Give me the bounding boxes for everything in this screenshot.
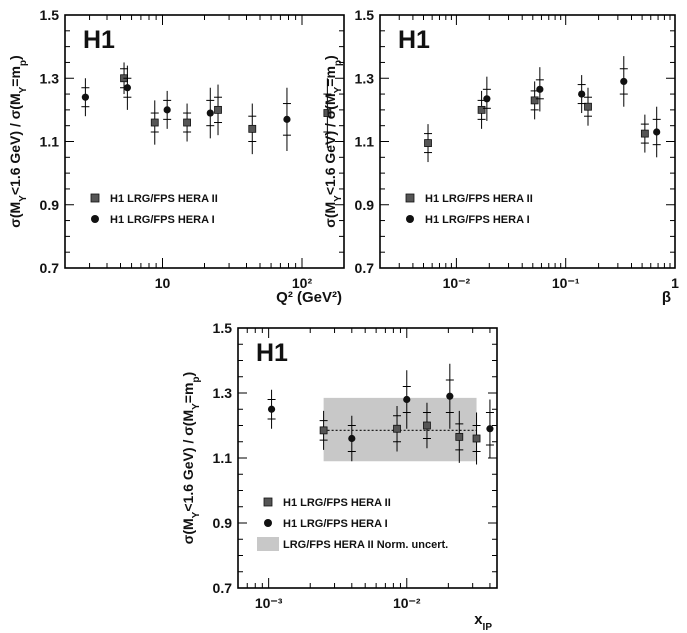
chart-panel-3: 0.7 0.9 1.1 1.3 1.5 10⁻³ 10⁻² H1 σ(MY<1.6 GeV) /… <box>180 320 498 633</box>
y-tick-label: 1.3 <box>213 385 233 401</box>
data-point-circle <box>578 90 586 98</box>
x-tick-label: 10⁻³ <box>255 595 283 611</box>
series-hera-i <box>482 56 661 158</box>
y-tick-label: 1.1 <box>355 134 375 150</box>
y-tick-label: 1.3 <box>355 70 375 86</box>
data-point-circle <box>163 106 171 114</box>
y-tick-label: 0.7 <box>355 260 375 276</box>
data-point-square <box>472 434 481 443</box>
data-point-square <box>323 109 332 117</box>
legend-label: LRG/FPS HERA II Norm. uncert. <box>283 539 448 551</box>
data-point-square <box>183 118 191 127</box>
x-tick-label: 10 <box>155 275 171 291</box>
data-point-circle <box>403 395 411 404</box>
y-tick-label: 1.5 <box>40 7 60 23</box>
data-point-circle <box>653 128 661 136</box>
data-point-square <box>248 124 257 133</box>
legend-label: H1 LRG/FPS HERA II <box>110 193 218 205</box>
data-point-circle <box>123 84 131 92</box>
data-point-circle <box>348 434 356 443</box>
legend: H1 LRG/FPS HERA II H1 LRG/FPS HERA I <box>90 193 218 226</box>
x-tick-label: 10⁻² <box>443 275 471 291</box>
data-point-circle <box>283 115 291 123</box>
y-tick-label: 0.9 <box>355 197 375 213</box>
legend-label: H1 LRG/FPS HERA II <box>425 193 533 205</box>
data-point-circle <box>483 95 491 103</box>
legend-marker-circle <box>406 215 414 223</box>
chart-panel-2: 0.7 0.9 1.1 1.3 1.5 10⁻² 10⁻¹ 1 H1 σ(MY<1.6 GeV) … <box>322 7 679 306</box>
data-point-circle <box>206 109 214 117</box>
x-tick-label: 10² <box>292 275 313 291</box>
legend-marker-square <box>263 497 273 507</box>
chart-panel-1: 0.7 0.9 1.1 1.3 1.5 10 10² H1 σ(MY<1.6 GeV) / σ(… <box>7 7 345 306</box>
data-point-square <box>150 118 159 127</box>
y-tick-label: 1.5 <box>213 320 233 336</box>
series-hera-i <box>81 65 291 151</box>
y-axis-label: σ(MY<1.6 GeV) / σ(MY=mp) <box>180 372 202 544</box>
legend-label: H1 LRG/FPS HERA II <box>283 497 391 509</box>
y-tick-label: 0.9 <box>213 515 233 531</box>
data-point-square <box>640 129 649 138</box>
y-tick-label: 1.1 <box>213 450 233 466</box>
legend-marker-circle <box>91 215 99 223</box>
y-tick-label: 0.7 <box>40 260 60 276</box>
series-hera-ii <box>120 62 332 155</box>
data-point-square <box>530 96 539 105</box>
y-tick-label: 0.7 <box>213 580 233 596</box>
data-point-square <box>584 102 592 111</box>
legend: H1 LRG/FPS HERA II H1 LRG/FPS HERA I <box>405 193 533 226</box>
legend: H1 LRG/FPS HERA II H1 LRG/FPS HERA I LRG/F… <box>257 497 448 551</box>
data-point-square <box>477 105 486 114</box>
panel-label: H1 <box>398 26 430 54</box>
x-axis-label: Q² (GeV²) <box>276 289 342 306</box>
legend-marker-circle <box>264 519 272 527</box>
data-point-square <box>424 139 432 147</box>
y-tick-label: 1.5 <box>355 7 375 23</box>
data-point-square <box>214 105 222 114</box>
legend-marker-square <box>90 193 100 203</box>
y-tick-label: 1.3 <box>40 70 60 86</box>
data-point-square <box>393 424 401 433</box>
data-point-square <box>423 421 431 430</box>
x-tick-label: 1 <box>671 275 679 291</box>
series-hera-i <box>267 363 494 462</box>
legend-band-swatch <box>257 537 279 551</box>
panel-label: H1 <box>256 339 288 367</box>
data-point-circle <box>536 85 544 93</box>
y-axis-label: σ(MY<1.6 GeV) / σ(MY=mp) <box>322 55 344 227</box>
data-point-circle <box>81 93 89 101</box>
legend-marker-square <box>405 193 415 203</box>
x-tick-label: 10⁻² <box>393 595 421 611</box>
series-hera-ii <box>319 402 481 465</box>
panel-label: H1 <box>83 26 115 54</box>
y-axis-label: σ(MY<1.6 GeV) / σ(MY=mp) <box>7 55 29 227</box>
data-point-circle <box>620 77 628 86</box>
x-tick-label: 10⁻¹ <box>552 275 580 291</box>
legend-label: H1 LRG/FPS HERA I <box>283 518 388 530</box>
data-point-circle <box>267 405 276 413</box>
x-axis-label: xIP <box>474 611 492 633</box>
series-hera-ii <box>424 81 649 163</box>
y-tick-label: 1.1 <box>40 134 60 150</box>
data-point-circle <box>446 392 454 400</box>
data-point-circle <box>486 425 494 433</box>
data-point-square <box>455 432 464 441</box>
data-point-square <box>319 426 328 435</box>
legend-label: H1 LRG/FPS HERA I <box>110 214 215 226</box>
y-tick-label: 0.9 <box>40 197 60 213</box>
x-axis-label: β <box>662 289 671 306</box>
legend-label: H1 LRG/FPS HERA I <box>425 214 530 226</box>
